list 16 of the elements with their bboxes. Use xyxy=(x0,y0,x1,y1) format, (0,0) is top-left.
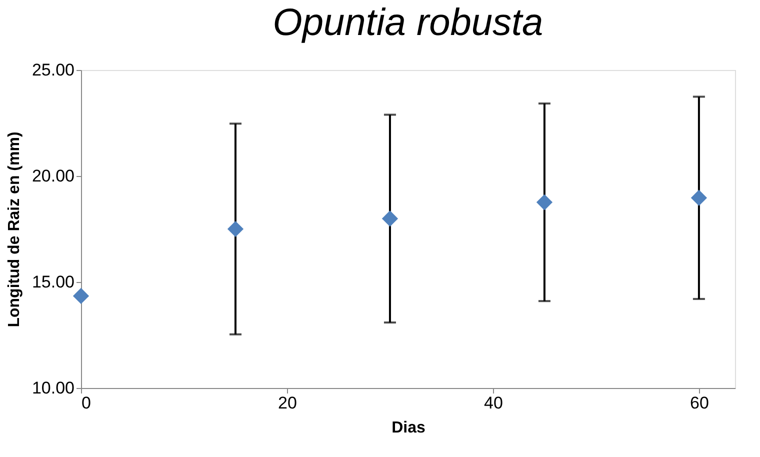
point xyxy=(227,220,244,238)
x-tick-label: 20 xyxy=(278,394,297,412)
y-tick-label: 10.00 xyxy=(32,378,74,398)
chart-title: Opuntia robusta xyxy=(272,2,544,44)
point xyxy=(536,194,553,210)
y-tick-label: 25.00 xyxy=(32,60,74,80)
point xyxy=(382,210,398,227)
point xyxy=(72,288,90,304)
y-tick-label: 15.00 xyxy=(32,272,74,292)
y-axis-title: Longitud de Raiz en (mm) xyxy=(6,132,23,328)
x-tick-label: 60 xyxy=(690,394,709,412)
x-tick-label: 0 xyxy=(82,394,91,412)
point xyxy=(690,190,708,206)
y-tick-label: 20.00 xyxy=(32,166,74,186)
x-axis-title: Dias xyxy=(392,420,426,436)
x-tick-label: 40 xyxy=(484,394,503,412)
